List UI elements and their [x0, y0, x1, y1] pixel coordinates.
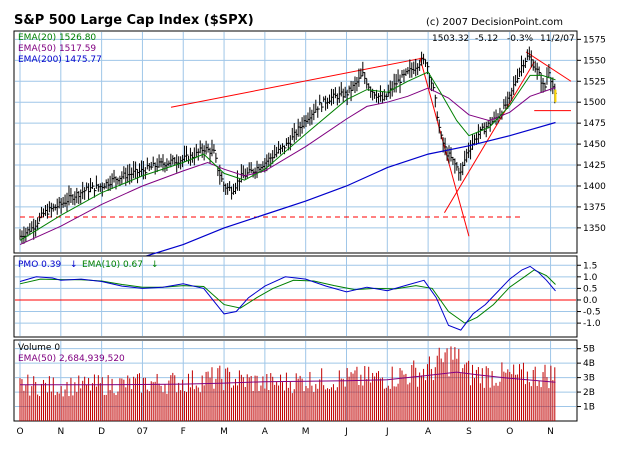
y-tick-label: 1.0 — [583, 273, 598, 283]
copyright: (c) 2007 DecisionPoint.com — [426, 17, 563, 28]
y-tick-label: 1400 — [583, 182, 606, 192]
x-axis-labels: O N D 07 F M A M J J A S O N — [16, 427, 553, 437]
volume-panel: 5B 4B 3B 2B 1B Volume 0 EMA(50) 2,684,939,52… — [13, 339, 595, 422]
x-tick-label: J — [385, 427, 389, 437]
y-tick-label: -0.5 — [583, 308, 601, 318]
ema20-line — [19, 71, 556, 241]
trendline — [170, 57, 425, 108]
legend-volume: Volume 0 — [18, 343, 60, 353]
y-tick-label: 3B — [583, 374, 595, 384]
price-gridlines — [15, 32, 576, 252]
summary-change-pct: -0.3% — [507, 34, 534, 44]
price-panel: 1575 1550 1525 1500 1475 1450 1425 1400 1375 1350… — [13, 30, 606, 289]
y-tick-label: 1525 — [583, 77, 606, 87]
legend-ema20: EMA(20) 1526.80 — [18, 33, 96, 43]
x-tick-label: M — [302, 427, 310, 437]
price-legend: EMA(20) 1526.80 EMA(50) 1517.59 EMA(200)… — [18, 33, 102, 65]
y-tick-label: -1.0 — [583, 319, 601, 329]
y-tick-label: 1475 — [583, 119, 606, 129]
volume-legend: Volume 0 EMA(50) 2,684,939,520 — [18, 343, 125, 364]
volume-axis-ticks: 5B 4B 3B 2B 1B — [577, 345, 595, 413]
x-tick-label: A — [425, 427, 432, 437]
y-tick-label: 1B — [583, 403, 595, 413]
y-tick-label: 1.5 — [583, 261, 597, 271]
legend-pmo-arrow: ↓ — [70, 260, 78, 270]
y-tick-label: 2B — [583, 388, 595, 398]
chart-title: S&P 500 Large Cap Index ($SPX) — [14, 13, 254, 28]
x-tick-label: 07 — [137, 427, 148, 437]
x-tick-label: N — [57, 427, 64, 437]
y-tick-label: 1350 — [583, 224, 606, 234]
y-tick-label: 1550 — [583, 56, 606, 66]
pmo-legend: PMO 0.39 ↓ EMA(10) 0.67 ↓ — [18, 260, 159, 270]
pmo-signal-line — [19, 269, 556, 324]
x-tick-label: F — [181, 427, 186, 437]
x-tick-label: D — [98, 427, 105, 437]
volume-lines — [20, 371, 556, 386]
price-lines — [19, 71, 556, 289]
x-tick-label: N — [547, 427, 554, 437]
y-tick-label: 1500 — [583, 98, 606, 108]
x-tick-label: O — [506, 427, 513, 437]
volume-ema-line — [20, 371, 556, 386]
summary-date: 11/2/07 — [540, 34, 575, 44]
y-tick-label: 0.0 — [583, 296, 598, 306]
pmo-panel: 1.5 1.00.5 0.0 -0.5-1.0 PMO 0.39 ↓ EMA(10) … — [13, 255, 601, 338]
price-axis-ticks: 1575 1550 1525 1500 1475 1450 1425 1400 1375 1350 — [577, 35, 606, 234]
y-tick-label: 0.5 — [583, 284, 597, 294]
summary-last: 1503.32 — [432, 34, 469, 44]
price-summary: 1503.32 -5.12 -0.3% 11/2/07 — [432, 34, 575, 44]
price-bars — [19, 46, 557, 244]
pmo-lines — [15, 265, 576, 331]
y-tick-label: 5B — [583, 345, 595, 355]
pmo-line — [19, 265, 556, 331]
x-tick-label: M — [220, 427, 228, 437]
x-tick-label: S — [466, 427, 472, 437]
trendline — [444, 61, 535, 214]
y-tick-label: 1575 — [583, 35, 606, 45]
pmo-axis-ticks: 1.5 1.00.5 0.0 -0.5-1.0 — [577, 261, 601, 329]
y-tick-label: 1425 — [583, 161, 606, 171]
ema200-line — [19, 121, 556, 289]
y-tick-label: 1375 — [583, 203, 606, 213]
legend-volume-ema: EMA(50) 2,684,939,520 — [18, 354, 125, 364]
legend-pmo-ema: EMA(10) 0.67 — [82, 260, 143, 270]
x-tick-label: J — [344, 427, 348, 437]
legend-ema200: EMA(200) 1475.77 — [18, 55, 102, 65]
legend-pmo-ema-arrow: ↓ — [151, 260, 159, 270]
summary-change: -5.12 — [475, 34, 498, 44]
y-tick-label: 1450 — [583, 140, 606, 150]
x-tick-label: O — [16, 427, 23, 437]
y-tick-label: 4B — [583, 359, 595, 369]
legend-ema50: EMA(50) 1517.59 — [18, 44, 96, 54]
x-tick-label: A — [262, 427, 269, 437]
ema50-line — [19, 87, 556, 246]
legend-pmo: PMO 0.39 — [18, 260, 61, 270]
